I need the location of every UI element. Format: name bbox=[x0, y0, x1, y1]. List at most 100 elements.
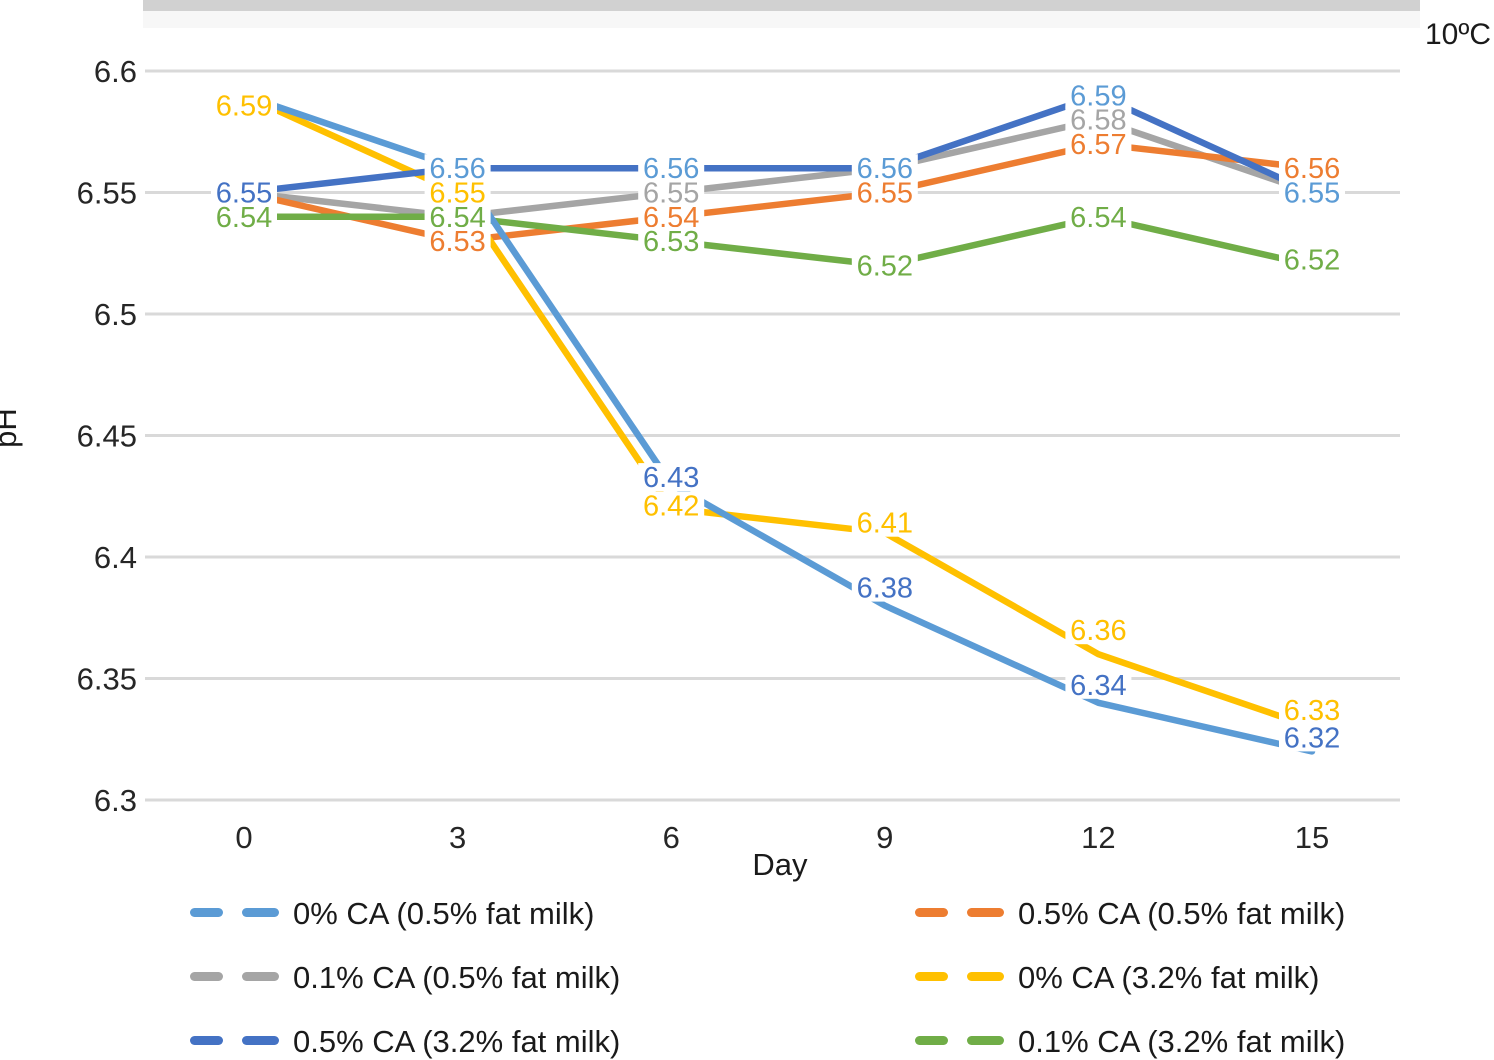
legend-key-dash bbox=[915, 1036, 948, 1045]
data-label-value: 6.52 bbox=[857, 250, 913, 282]
data-label-value: 6.41 bbox=[857, 508, 913, 540]
legend-label: 0.5% CA (0.5% fat milk) bbox=[1018, 896, 1345, 931]
data-label-background bbox=[851, 154, 918, 183]
data-label-background bbox=[1279, 723, 1345, 752]
data-label-value: 6.57 bbox=[1070, 129, 1126, 161]
data-label-background bbox=[638, 154, 705, 183]
data-label: 6.36 bbox=[1065, 615, 1132, 647]
data-label-value: 6.38 bbox=[857, 573, 913, 605]
data-label-background bbox=[424, 154, 491, 183]
data-label-value: 6.36 bbox=[1070, 615, 1126, 647]
data-label-value: 6.53 bbox=[643, 226, 699, 258]
data-label: 6.54 bbox=[1065, 202, 1132, 234]
x-tick-label: 9 bbox=[876, 820, 893, 855]
y-tick-label: 6.45 bbox=[77, 419, 137, 454]
data-label-background bbox=[638, 491, 705, 520]
data-label-background bbox=[851, 508, 918, 537]
data-label-background bbox=[424, 178, 491, 207]
gridlines bbox=[145, 69, 1400, 802]
legend-key-dash bbox=[242, 1036, 279, 1045]
y-tick-label: 6.6 bbox=[94, 54, 137, 89]
data-label: 6.54 bbox=[211, 202, 277, 234]
legend-key-dash bbox=[967, 1036, 1004, 1045]
legend-key-dash bbox=[190, 908, 223, 917]
data-label: 6.55 bbox=[851, 178, 918, 210]
data-label-background bbox=[1279, 154, 1345, 183]
data-label-background bbox=[211, 202, 277, 231]
data-label: 6.55 bbox=[1279, 178, 1345, 210]
legend-key-dash bbox=[915, 908, 948, 917]
data-label: 6.32 bbox=[1279, 722, 1345, 754]
legend-key-dash bbox=[190, 972, 223, 981]
temperature-annotation: 10ºC bbox=[1425, 18, 1491, 51]
y-axis-tick-labels: 6.6 6.55 6.5 6.45 6.4 6.35 6.3 bbox=[77, 54, 137, 818]
data-label-background bbox=[638, 463, 705, 492]
legend-key-dash bbox=[967, 908, 1004, 917]
data-label-background bbox=[1279, 178, 1345, 207]
data-label-value: 6.34 bbox=[1070, 670, 1126, 702]
data-label-background bbox=[1065, 616, 1132, 645]
legend-key-dash bbox=[915, 972, 948, 981]
data-label: 6.43 bbox=[638, 462, 705, 494]
data-label-background bbox=[638, 202, 705, 231]
data-label-background bbox=[1065, 670, 1132, 699]
legend-label: 0% CA (3.2% fat milk) bbox=[1018, 960, 1319, 995]
y-tick-label: 6.4 bbox=[94, 540, 137, 575]
x-tick-label: 12 bbox=[1081, 820, 1115, 855]
data-label-background bbox=[424, 202, 491, 231]
data-label: 6.33 bbox=[1279, 695, 1345, 727]
data-label-background bbox=[211, 91, 277, 120]
data-label-value: 6.42 bbox=[643, 490, 699, 522]
series-lines bbox=[240, 92, 1316, 755]
legend-key-dash bbox=[967, 972, 1004, 981]
legend-label: 0.1% CA (0.5% fat milk) bbox=[293, 960, 620, 995]
x-axis-title: Day bbox=[752, 847, 808, 882]
data-label-background bbox=[638, 178, 705, 207]
legend-label: 0% CA (0.5% fat milk) bbox=[293, 896, 594, 931]
data-label-value: 6.33 bbox=[1284, 695, 1340, 727]
series-line-0.5-ca-0.5-fat-milk- bbox=[240, 140, 1316, 245]
data-label: 6.53 bbox=[424, 226, 491, 258]
y-tick-label: 6.55 bbox=[77, 176, 137, 211]
data-label-background bbox=[1279, 245, 1345, 274]
y-tick-label: 6.35 bbox=[77, 662, 137, 697]
data-label-value: 6.53 bbox=[429, 226, 485, 258]
data-label-value: 6.55 bbox=[1284, 178, 1340, 210]
x-tick-label: 6 bbox=[663, 820, 680, 855]
data-label-background bbox=[1065, 202, 1132, 231]
data-label: 6.42 bbox=[638, 490, 705, 522]
data-label-background bbox=[1279, 696, 1345, 725]
data-label-value: 6.43 bbox=[643, 462, 699, 494]
x-tick-label: 15 bbox=[1295, 820, 1329, 855]
series-line-0.1-ca-0.5-fat-milk- bbox=[240, 116, 1316, 221]
legend-item-0-ca-0.5-fat-milk-: 0% CA (0.5% fat milk) bbox=[190, 896, 594, 931]
series-line-0.1-ca-3.2-fat-milk- bbox=[240, 213, 1316, 269]
legend-key-dash bbox=[190, 1036, 223, 1045]
legend-label: 0.5% CA (3.2% fat milk) bbox=[293, 1024, 620, 1059]
data-label-background bbox=[1065, 129, 1132, 158]
legend-item-0.1-ca-3.2-fat-milk-: 0.1% CA (3.2% fat milk) bbox=[915, 1024, 1345, 1059]
series-line-0-ca-3.2-fat-milk- bbox=[240, 92, 1316, 731]
data-label: 6.38 bbox=[851, 573, 918, 605]
legend-key-dash bbox=[242, 908, 279, 917]
legend: 0% CA (0.5% fat milk) 0.5% CA (0.5% fat m… bbox=[190, 896, 1345, 1059]
data-label-background bbox=[424, 227, 491, 256]
data-label-value: 6.55 bbox=[857, 178, 913, 210]
data-label-value: 6.52 bbox=[1284, 244, 1340, 276]
legend-item-0-ca-3.2-fat-milk-: 0% CA (3.2% fat milk) bbox=[915, 960, 1319, 995]
data-label-value: 6.59 bbox=[216, 90, 272, 122]
data-label: 6.52 bbox=[1279, 244, 1345, 276]
horizontal-scrollbar[interactable] bbox=[143, 0, 1420, 11]
data-label-background bbox=[1065, 105, 1132, 134]
data-label-background bbox=[638, 227, 705, 256]
data-label-value: 6.54 bbox=[1070, 202, 1126, 234]
x-tick-label: 0 bbox=[235, 820, 252, 855]
data-label: 6.59 bbox=[211, 90, 277, 122]
data-label-background bbox=[851, 178, 918, 207]
legend-item-0.5-ca-0.5-fat-milk-: 0.5% CA (0.5% fat milk) bbox=[915, 896, 1345, 931]
data-label: 6.57 bbox=[1065, 129, 1132, 161]
scrollbar-track bbox=[143, 11, 1420, 28]
data-label: 6.53 bbox=[638, 226, 705, 258]
x-tick-label: 3 bbox=[449, 820, 466, 855]
